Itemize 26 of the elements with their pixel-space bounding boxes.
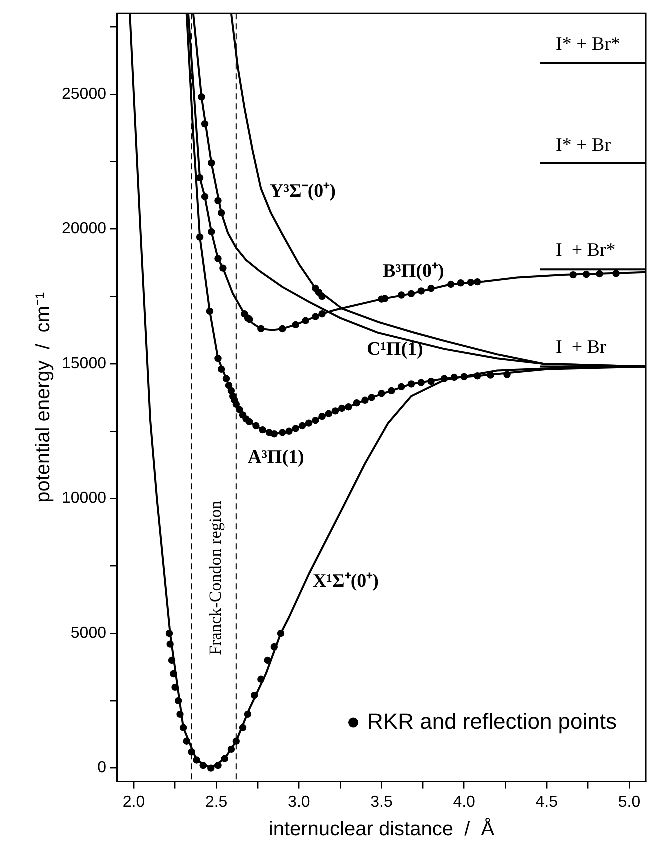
annotation: I + Br* [556, 240, 616, 261]
y-tick-label: 0 [98, 760, 107, 777]
legend-label: RKR and reflection points [368, 708, 618, 734]
x-tick-label: 3.0 [288, 794, 310, 811]
annotation: X¹Σ⁺(0⁺) [313, 570, 379, 592]
x-axis-title: internuclear distance / Å [268, 818, 496, 841]
y-tick-label: 20000 [62, 220, 107, 238]
annotation: I + Br [556, 336, 607, 358]
x-tick-label: 2.5 [205, 794, 228, 811]
x-tick-label: 3.5 [370, 794, 393, 811]
x-tick-label: 5.0 [618, 794, 641, 811]
y-tick-label: 10000 [62, 490, 107, 508]
x-tick-label: 4.0 [453, 794, 476, 811]
annotation: I* + Br* [556, 34, 621, 55]
annotation: B³Π(0⁺) [383, 260, 444, 282]
y-tick-label: 5000 [70, 624, 107, 642]
x-tick-label: 4.5 [536, 794, 558, 811]
annotation: C¹Π(1) [367, 338, 424, 360]
annotation: I* + Br [556, 134, 612, 156]
y-tick-label: 25000 [62, 86, 107, 103]
annotation: A³Π(1) [248, 446, 304, 468]
y-axis-title: potential energy / cm⁻¹ [32, 292, 55, 503]
y-tick-label: 15000 [62, 355, 107, 372]
x-tick-label: 2.0 [122, 794, 146, 811]
ref-line-label: Franck-Condon region [206, 500, 225, 656]
annotation: Y³Σ⁻(0⁺) [270, 180, 336, 202]
